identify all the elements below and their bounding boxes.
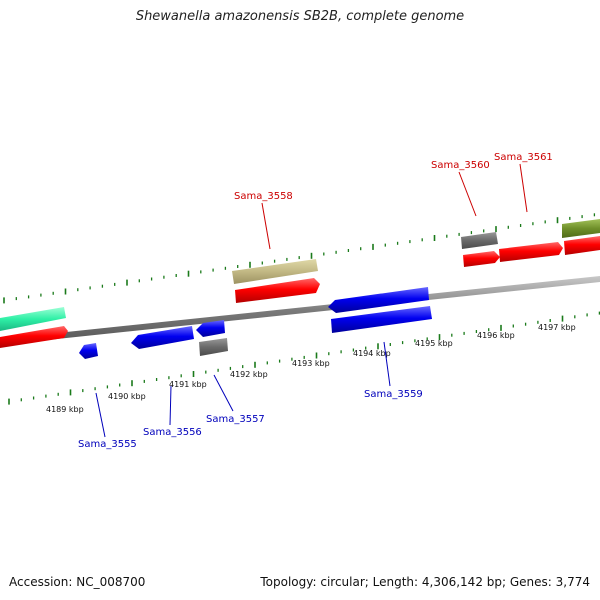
gene-label-sama-3560[interactable]: Sama_3560: [431, 160, 490, 171]
gene-labels: Sama_3558 Sama_3560 Sama_3561 Sama_3555 …: [78, 152, 553, 450]
gene-teal[interactable]: [0, 307, 66, 331]
map-title: Shewanella amazonensis SB2B, complete ge…: [135, 9, 465, 24]
callout-line-3556: [169, 385, 172, 426]
gene-label-sama-3556[interactable]: Sama_3556: [143, 427, 202, 438]
callout-line-3558: [261, 202, 271, 250]
genome-summary: Topology: circular; Length: 4,306,142 bp…: [260, 575, 590, 589]
accession-label: Accession: NC_008700: [9, 575, 146, 589]
gene-blue-3559b[interactable]: [331, 306, 432, 333]
gene-label-sama-3561[interactable]: Sama_3561: [494, 152, 553, 163]
gene-red-3561[interactable]: [499, 242, 563, 262]
gene-red-3558[interactable]: [235, 278, 320, 303]
kbp-label: 4196 kbp: [477, 331, 515, 340]
kbp-label: 4197 kbp: [538, 323, 576, 332]
forward-strand-genes: [0, 219, 600, 348]
kbp-label: 4189 kbp: [46, 405, 84, 414]
kbp-label: 4194 kbp: [353, 349, 391, 358]
kbp-scale-labels: 4189 kbp 4190 kbp 4191 kbp 4192 kbp 4193…: [46, 323, 576, 414]
gene-red-3560[interactable]: [463, 251, 500, 267]
kbp-label: 4195 kbp: [415, 339, 453, 348]
gene-label-sama-3555[interactable]: Sama_3555: [78, 439, 137, 450]
gene-label-sama-3557[interactable]: Sama_3557: [206, 414, 265, 425]
callout-line-3555: [95, 392, 106, 438]
gene-label-sama-3559[interactable]: Sama_3559: [364, 389, 423, 400]
gene-blue-3555[interactable]: [79, 343, 98, 359]
callout-line-3561: [519, 163, 528, 213]
callout-line-3559: [383, 341, 391, 387]
reverse-strand-genes: [79, 287, 432, 359]
genome-backbone: [0, 276, 600, 345]
gene-gray-3560[interactable]: [461, 232, 498, 249]
kbp-label: 4190 kbp: [108, 392, 146, 401]
kbp-label: 4193 kbp: [292, 359, 330, 368]
callout-lines: [95, 163, 528, 438]
forward-tick-row: [3, 213, 596, 304]
gene-blue-3557[interactable]: [196, 320, 225, 337]
gene-blue-3559a[interactable]: [328, 287, 429, 313]
kbp-label: 4191 kbp: [169, 380, 207, 389]
gene-red-left[interactable]: [0, 326, 68, 348]
callout-line-3557: [213, 374, 234, 412]
gene-olive[interactable]: [562, 219, 600, 238]
gene-label-sama-3558[interactable]: Sama_3558: [234, 191, 293, 202]
gene-red-right[interactable]: [564, 236, 600, 255]
gene-blue-3556[interactable]: [131, 326, 194, 349]
gene-gray-3557[interactable]: [199, 338, 228, 356]
reverse-tick-row: [8, 311, 600, 405]
gene-tan[interactable]: [232, 259, 318, 284]
callout-line-3560: [458, 171, 477, 217]
kbp-label: 4192 kbp: [230, 370, 268, 379]
